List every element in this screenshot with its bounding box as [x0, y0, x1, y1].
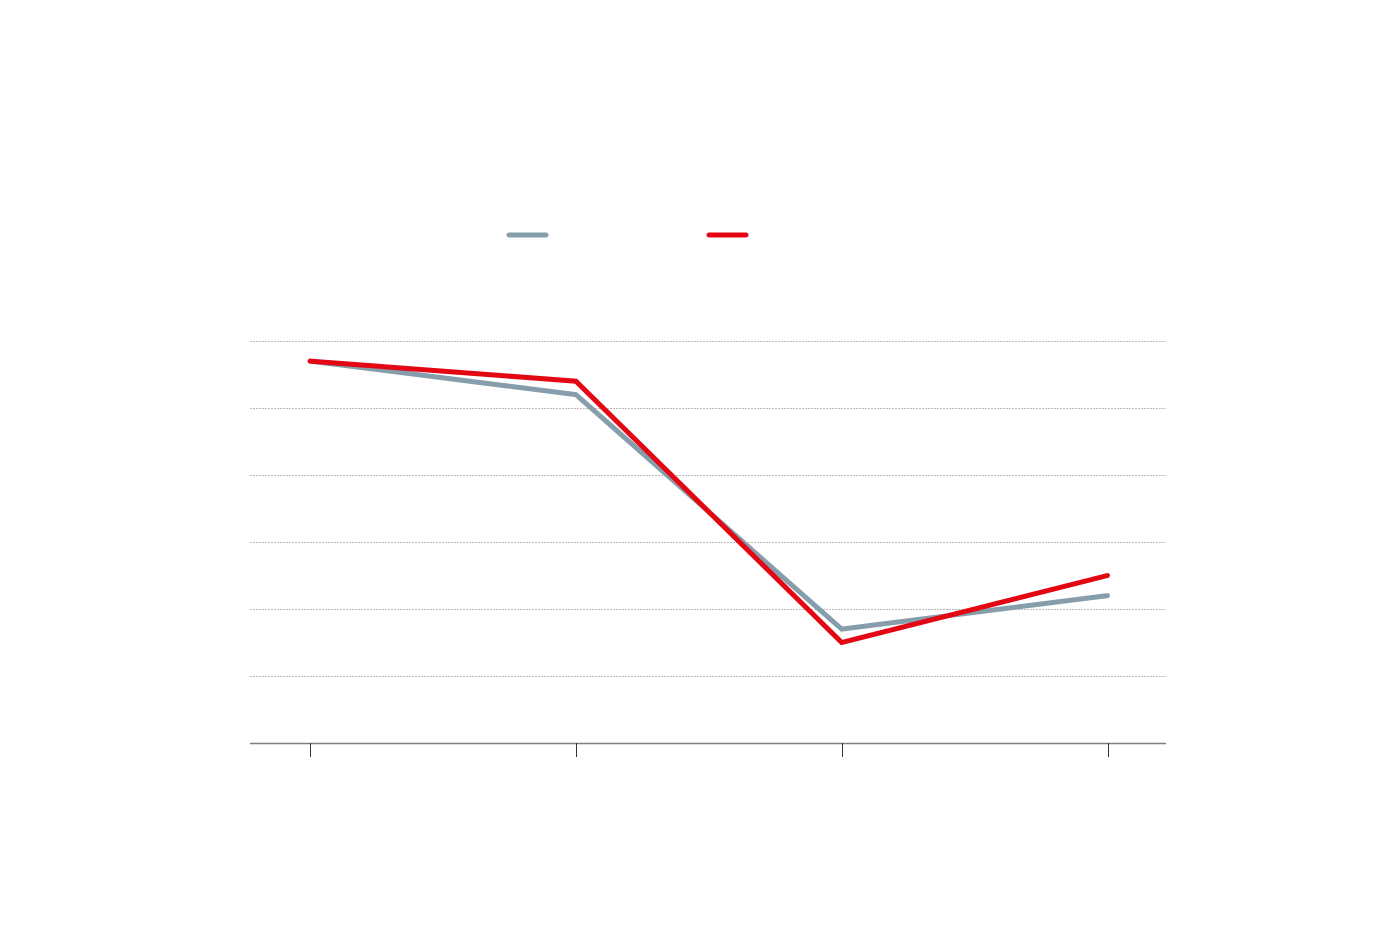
series-line-1 — [307, 358, 1110, 646]
series-line-0 — [307, 358, 1110, 632]
